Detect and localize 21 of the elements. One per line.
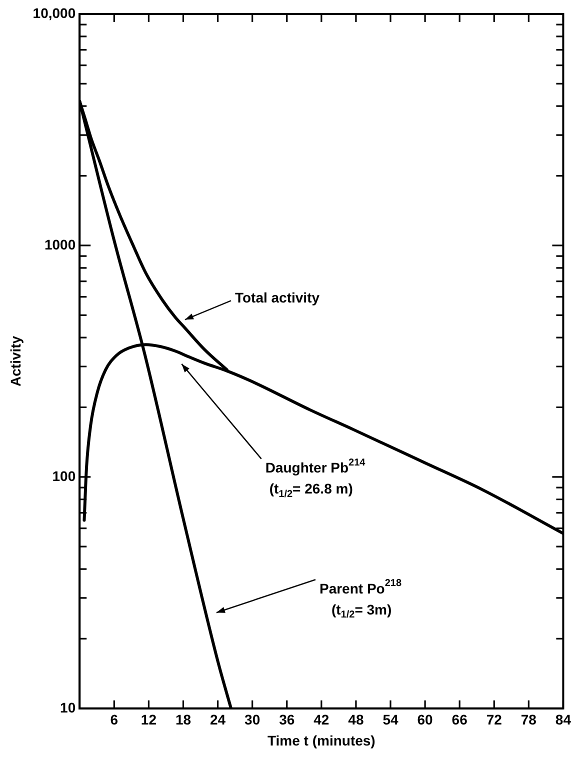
y-tick-label: 10 [60, 699, 76, 716]
annotation: Total activity [234, 290, 320, 306]
x-tick-label: 18 [175, 712, 192, 728]
x-tick-label: 36 [279, 712, 295, 728]
x-axis-title: Time t (minutes) [267, 732, 376, 748]
y-tick-label: 100 [52, 468, 76, 484]
x-tick-label: 12 [140, 712, 157, 728]
x-tick-label: 60 [417, 712, 434, 728]
x-tick-label: 66 [452, 712, 468, 728]
y-tick-label: 10,000 [32, 4, 76, 21]
x-tick-label: 54 [382, 712, 398, 728]
x-tick-label: 72 [486, 712, 502, 728]
x-tick-label: 84 [555, 712, 572, 728]
x-tick-label: 48 [348, 712, 364, 728]
x-tick-label: 30 [244, 712, 260, 728]
x-tick-label: 78 [520, 712, 537, 728]
x-tick-label: 24 [210, 712, 226, 728]
y-tick-label: 1000 [44, 236, 76, 252]
x-tick-label: 6 [110, 712, 118, 728]
x-tick-label: 42 [314, 712, 330, 728]
y-axis-title: Activity [7, 336, 24, 386]
